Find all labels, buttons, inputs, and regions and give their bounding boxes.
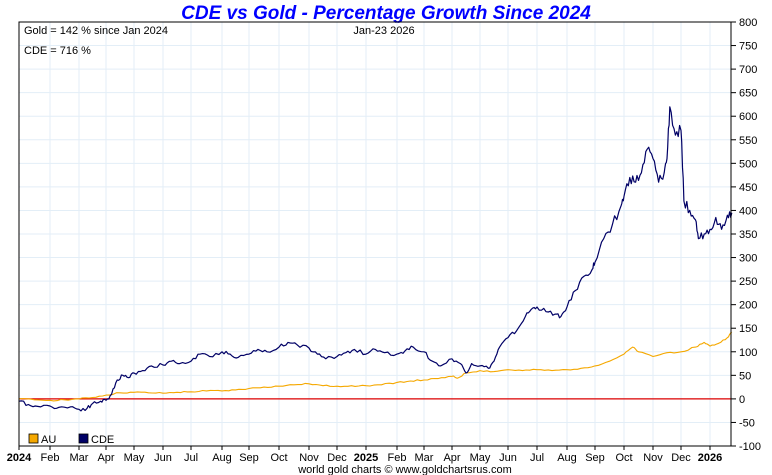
x-tick-label: 2025 [354,452,378,464]
y-tick-label: 150 [739,323,757,335]
y-tick-label: 500 [739,158,757,170]
x-tick-label: Jul [184,452,198,464]
y-tick-label: 100 [739,347,757,359]
x-tick-label: Jun [154,452,172,464]
y-tick-label: 200 [739,300,757,312]
y-tick-label: 400 [739,205,757,217]
series-line-au [18,331,733,402]
legend-label-au: AU [41,434,56,446]
y-tick-label: 700 [739,64,757,76]
x-tick-label: Nov [643,452,663,464]
y-tick-label: 600 [739,111,757,123]
date-annotation: Jan-23 2026 [353,25,414,37]
x-tick-label: 2024 [7,452,32,464]
x-tick-label: Aug [212,452,232,464]
x-tick-label: Apr [443,452,460,464]
y-tick-label: -50 [739,417,755,429]
x-tick-label: May [124,452,145,464]
grid [18,21,731,447]
x-tick-label: Dec [671,452,691,464]
series-line-cde [18,106,733,412]
x-tick-label: Sep [239,452,259,464]
legend: AU CDE [28,433,114,446]
x-tick-label: Oct [270,452,287,464]
legend-swatch-au [28,433,39,444]
y-tick-label: 550 [739,135,757,147]
y-tick-label: 350 [739,229,757,241]
x-tick-label: Nov [299,452,319,464]
x-tick-label: May [470,452,491,464]
x-tick-label: Apr [97,452,114,464]
y-tick-label: -100 [739,441,761,453]
x-tick-label: 2026 [698,452,722,464]
x-tick-label: Aug [557,452,577,464]
y-tick-label: 800 [739,17,757,29]
y-tick-label: 0 [739,394,745,406]
x-tick-label: Dec [327,452,347,464]
footer-credit: world gold charts © www.goldchartsrus.co… [297,464,512,475]
gold-summary-annotation: Gold = 142 % since Jan 2024 [24,25,168,37]
legend-label-cde: CDE [91,434,114,446]
y-tick-label: 450 [739,182,757,194]
x-tick-label: Feb [41,452,60,464]
y-tick-label: 750 [739,41,757,53]
x-tick-label: Oct [615,452,632,464]
y-tick-label: 250 [739,276,757,288]
chart-title: CDE vs Gold - Percentage Growth Since 20… [181,3,591,24]
y-tick-label: 300 [739,253,757,265]
x-tick-label: Jun [499,452,517,464]
x-tick-label: Mar [415,452,434,464]
y-axis: -100 -50 0 50 100 150 200 250 300 350 400 450 500 550… [731,17,761,453]
x-tick-label: Mar [70,452,89,464]
legend-swatch-cde [78,433,89,444]
x-tick-label: Jul [530,452,544,464]
y-tick-label: 650 [739,88,757,100]
x-axis: 2024 Feb Mar Apr May Jun Jul Aug Sep Oct Nov Dec 202… [7,446,722,464]
x-tick-label: Sep [585,452,605,464]
x-tick-label: Feb [388,452,407,464]
series-layer [18,106,733,412]
y-tick-label: 50 [739,370,751,382]
cde-summary-annotation: CDE = 716 % [24,45,91,57]
